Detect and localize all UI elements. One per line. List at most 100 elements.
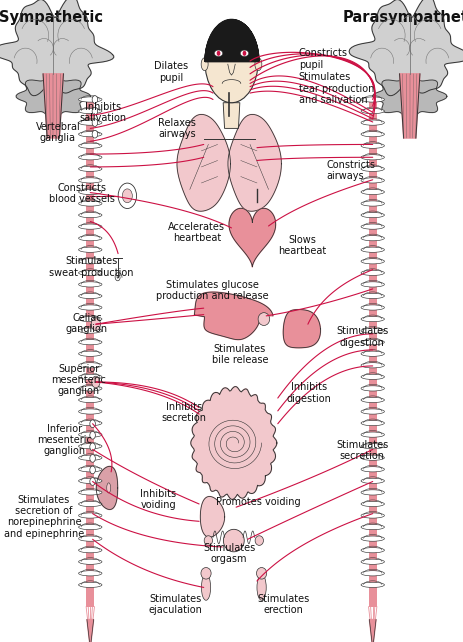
Ellipse shape bbox=[361, 120, 384, 125]
Text: Inhibits
voiding: Inhibits voiding bbox=[140, 489, 176, 510]
Circle shape bbox=[92, 107, 98, 115]
Polygon shape bbox=[200, 496, 225, 537]
Polygon shape bbox=[369, 620, 376, 642]
Polygon shape bbox=[191, 386, 277, 499]
Polygon shape bbox=[373, 74, 447, 118]
Text: Constricts
airways: Constricts airways bbox=[326, 159, 375, 181]
Ellipse shape bbox=[361, 317, 384, 322]
Ellipse shape bbox=[79, 421, 102, 426]
Text: Stimulates
secretion of
norepinephrine
and epinephrine: Stimulates secretion of norepinephrine a… bbox=[4, 495, 84, 539]
Text: Stimulates
tear production
and salivation: Stimulates tear production and salivatio… bbox=[299, 73, 374, 105]
Text: Constricts
pupil: Constricts pupil bbox=[299, 48, 348, 70]
Ellipse shape bbox=[255, 535, 263, 545]
Ellipse shape bbox=[79, 189, 102, 195]
Text: Stimulates
erection: Stimulates erection bbox=[257, 594, 309, 616]
Text: Superior
mesenteric
ganglion: Superior mesenteric ganglion bbox=[51, 364, 106, 396]
Ellipse shape bbox=[79, 328, 102, 333]
Ellipse shape bbox=[79, 259, 102, 264]
Ellipse shape bbox=[361, 340, 384, 345]
Ellipse shape bbox=[79, 351, 102, 356]
Polygon shape bbox=[223, 103, 240, 128]
Circle shape bbox=[92, 96, 98, 103]
Text: Stimulates
orgasm: Stimulates orgasm bbox=[203, 542, 255, 564]
Text: Stimulates
bile release: Stimulates bile release bbox=[212, 343, 268, 365]
Polygon shape bbox=[283, 309, 320, 348]
Ellipse shape bbox=[79, 467, 102, 472]
Ellipse shape bbox=[79, 166, 102, 171]
Polygon shape bbox=[0, 0, 114, 96]
Text: Stimulates
sweat production: Stimulates sweat production bbox=[50, 256, 134, 278]
Text: Inhibits
digestion: Inhibits digestion bbox=[287, 382, 332, 404]
Ellipse shape bbox=[79, 317, 102, 322]
Text: Stimulates
digestion: Stimulates digestion bbox=[336, 326, 388, 348]
Text: Sympathetic: Sympathetic bbox=[0, 10, 103, 24]
Polygon shape bbox=[228, 114, 282, 211]
Ellipse shape bbox=[361, 328, 384, 333]
Ellipse shape bbox=[79, 582, 102, 587]
Ellipse shape bbox=[79, 282, 102, 287]
Ellipse shape bbox=[361, 282, 384, 287]
Ellipse shape bbox=[240, 50, 249, 56]
Ellipse shape bbox=[361, 455, 384, 460]
Ellipse shape bbox=[361, 559, 384, 564]
Ellipse shape bbox=[361, 363, 384, 368]
Circle shape bbox=[91, 318, 100, 331]
Ellipse shape bbox=[79, 108, 102, 114]
Ellipse shape bbox=[79, 409, 102, 414]
Ellipse shape bbox=[79, 513, 102, 518]
Circle shape bbox=[90, 431, 95, 439]
Ellipse shape bbox=[79, 548, 102, 553]
Ellipse shape bbox=[361, 409, 384, 414]
Ellipse shape bbox=[361, 97, 384, 102]
Ellipse shape bbox=[258, 313, 270, 325]
Ellipse shape bbox=[243, 51, 246, 56]
Polygon shape bbox=[87, 620, 94, 642]
Ellipse shape bbox=[361, 501, 384, 507]
Text: Accelerates
heartbeat: Accelerates heartbeat bbox=[168, 221, 225, 243]
Wedge shape bbox=[205, 24, 258, 61]
Ellipse shape bbox=[79, 97, 102, 102]
Circle shape bbox=[122, 189, 132, 203]
Ellipse shape bbox=[79, 455, 102, 460]
Ellipse shape bbox=[361, 236, 384, 241]
Circle shape bbox=[92, 130, 98, 138]
Circle shape bbox=[90, 466, 95, 474]
Ellipse shape bbox=[361, 108, 384, 114]
Text: Relaxes
airways: Relaxes airways bbox=[158, 117, 196, 139]
Circle shape bbox=[118, 183, 137, 209]
Ellipse shape bbox=[361, 525, 384, 530]
Ellipse shape bbox=[361, 143, 384, 148]
Text: Stimulates
secretion: Stimulates secretion bbox=[336, 440, 388, 462]
Polygon shape bbox=[400, 74, 420, 138]
Ellipse shape bbox=[79, 525, 102, 530]
Ellipse shape bbox=[361, 351, 384, 356]
Ellipse shape bbox=[361, 213, 384, 218]
Circle shape bbox=[90, 443, 95, 451]
Ellipse shape bbox=[201, 58, 208, 71]
Text: Constricts
blood vessels: Constricts blood vessels bbox=[50, 183, 115, 205]
Ellipse shape bbox=[361, 536, 384, 541]
Ellipse shape bbox=[361, 421, 384, 426]
Polygon shape bbox=[349, 0, 463, 96]
Text: Stimulates glucose
production and release: Stimulates glucose production and releas… bbox=[156, 279, 269, 301]
Ellipse shape bbox=[79, 536, 102, 541]
Ellipse shape bbox=[79, 571, 102, 576]
Ellipse shape bbox=[361, 166, 384, 171]
Ellipse shape bbox=[79, 213, 102, 218]
Text: Inferior
mesenteric
ganglion: Inferior mesenteric ganglion bbox=[38, 424, 92, 456]
Ellipse shape bbox=[257, 568, 267, 579]
Ellipse shape bbox=[79, 478, 102, 483]
Ellipse shape bbox=[361, 201, 384, 206]
Text: Inhibits
secretion: Inhibits secretion bbox=[162, 401, 207, 423]
Ellipse shape bbox=[79, 432, 102, 437]
Ellipse shape bbox=[361, 432, 384, 437]
Ellipse shape bbox=[79, 305, 102, 310]
Ellipse shape bbox=[224, 529, 244, 551]
Ellipse shape bbox=[79, 363, 102, 368]
Ellipse shape bbox=[79, 386, 102, 391]
Ellipse shape bbox=[79, 340, 102, 345]
Ellipse shape bbox=[361, 132, 384, 137]
Polygon shape bbox=[194, 292, 273, 340]
Ellipse shape bbox=[79, 501, 102, 507]
Ellipse shape bbox=[79, 143, 102, 148]
